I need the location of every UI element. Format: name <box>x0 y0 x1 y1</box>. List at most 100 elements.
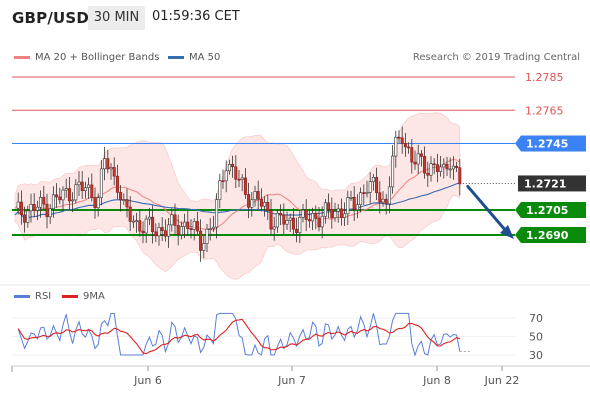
candle-body <box>83 187 87 191</box>
ma50-swatch <box>168 55 184 59</box>
candle-body <box>323 202 327 217</box>
candle-body <box>119 192 123 201</box>
candle-body <box>215 199 219 228</box>
candle-body <box>167 224 171 237</box>
x-tick-label: Jun 7 <box>277 374 306 387</box>
forecast-arrow-head <box>500 225 514 239</box>
legend-rsi-ma: 9MA <box>62 291 105 302</box>
candle-body <box>176 225 180 235</box>
candle-body <box>263 202 267 207</box>
rsi-ma-swatch <box>62 294 78 298</box>
candle-body <box>67 188 71 202</box>
candle-body <box>96 197 100 209</box>
candle-body <box>336 208 340 212</box>
legend-ma50: MA 50 <box>168 52 220 63</box>
candle-body <box>349 196 353 199</box>
candle-body <box>144 218 148 234</box>
candle-body <box>173 214 177 226</box>
x-tick-label: Jun 8 <box>422 374 451 387</box>
currency-pair: GBP/USD <box>12 9 90 27</box>
timeframe-badge[interactable]: 30 MIN <box>88 6 145 30</box>
candle-body <box>311 213 315 222</box>
candle-body <box>253 191 257 201</box>
candle-body <box>435 164 439 172</box>
candle-body <box>384 198 388 205</box>
candle-body <box>272 226 276 230</box>
candle-body <box>48 208 52 218</box>
rsi-tick-label: 70 <box>529 312 543 325</box>
candle-body <box>355 204 359 211</box>
candle-body <box>211 226 215 229</box>
candle-body <box>307 219 311 222</box>
candle-body <box>237 178 241 181</box>
candle-body <box>455 165 459 168</box>
candle-body <box>112 167 116 177</box>
candle-body <box>179 226 183 235</box>
candle-body <box>451 165 455 170</box>
candle-body <box>247 194 251 208</box>
legend-ma50-label: MA 50 <box>189 52 221 63</box>
candle-body <box>291 217 295 230</box>
candle-body <box>151 216 155 233</box>
candle-body <box>55 194 59 198</box>
level-label-last: 1.2721 <box>524 177 566 190</box>
candle-body <box>288 217 292 221</box>
candle-body <box>64 188 68 191</box>
candle-body <box>221 180 225 183</box>
price-levels <box>12 76 515 236</box>
candle-body <box>371 177 375 182</box>
candle-body <box>93 197 97 209</box>
candle-body <box>128 206 132 222</box>
candle-body <box>16 201 20 209</box>
forecast-arrow-line <box>466 184 508 233</box>
candle-body <box>160 227 164 231</box>
legend-rsi-ma-label: 9MA <box>83 291 105 302</box>
candle-body <box>243 177 247 195</box>
candle-body <box>125 199 129 208</box>
candle-body <box>23 214 27 223</box>
candle-body <box>352 196 356 211</box>
candle-body <box>154 231 158 237</box>
candle-body <box>189 228 193 230</box>
candle-body <box>375 177 379 194</box>
candle-body <box>429 163 433 176</box>
rsi-ma-line <box>17 318 461 355</box>
rsi-tick-label: 30 <box>529 349 543 362</box>
candle-body <box>403 143 407 148</box>
candle-body <box>192 221 196 230</box>
legend-rsi: RSI <box>14 291 51 302</box>
candle-body <box>259 198 263 207</box>
candle-body <box>407 146 411 149</box>
level-label-pivot: 1.2745 <box>526 138 568 151</box>
candle-body <box>250 199 254 208</box>
candle-body <box>368 181 372 193</box>
candle-body <box>410 147 414 163</box>
candle-body <box>327 202 331 210</box>
candle-body <box>359 192 363 205</box>
level-label-bg-support <box>515 227 586 243</box>
rsi-panel: 70 50 30 <box>0 284 590 362</box>
candle-body <box>45 203 49 218</box>
candle-body <box>439 166 443 172</box>
candle-body <box>26 210 30 223</box>
candle-body <box>346 197 350 215</box>
candle-body <box>330 208 334 219</box>
chart-header: GBP/USD 30 MIN 01:59:36 CET <box>0 0 590 36</box>
legend-rsi-label: RSI <box>35 291 52 302</box>
candle-body <box>61 189 65 201</box>
candle-body <box>103 158 107 170</box>
candle-body <box>32 203 36 211</box>
x-axis: Jun 6 Jun 7 Jun 8 Jun 22 <box>11 365 590 387</box>
candle-body <box>202 243 206 251</box>
candle-body <box>135 220 139 222</box>
candle-body <box>106 158 110 170</box>
candle-body <box>234 166 238 180</box>
candles <box>16 126 462 262</box>
candle-body <box>269 210 273 230</box>
candle-body <box>397 136 401 139</box>
candle-body <box>199 230 203 251</box>
candle-body <box>99 168 103 198</box>
candle-body <box>80 181 84 191</box>
candle-body <box>147 216 151 220</box>
